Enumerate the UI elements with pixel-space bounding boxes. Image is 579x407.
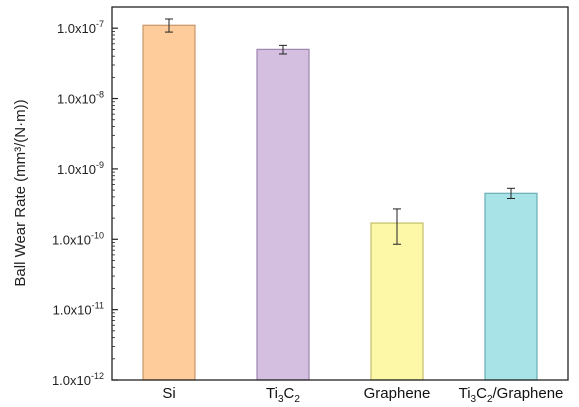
bars-layer [142,24,538,381]
x-category-label: Ti3C2 [266,385,300,405]
x-category-label: Graphene [364,385,431,402]
y-tick-label: 1.0x10-7 [57,19,104,36]
y-tick-label: 1.0x10-10 [52,230,104,247]
x-category-label: Si [162,385,175,402]
y-tick-label: 1.0x10-11 [53,301,104,318]
bar-si [142,24,196,381]
x-category-labels: Si Ti3C2 Graphene Ti3C2/Graphene [162,385,563,405]
x-category-label: Ti3C2/Graphene [459,385,564,405]
error-bars-layer [165,18,515,245]
y-axis-title: Ball Wear Rate (mm³/(N·m)) [12,99,29,286]
bar-ti3c2 [256,48,310,381]
plot-frame [111,6,569,381]
bar-graphene [370,222,424,381]
y-tick-label: 1.0x10-8 [57,90,104,107]
y-tick-label: 1.0x10-12 [52,371,104,388]
y-tick-layer: 1.0x10-12 1.0x10-11 1.0x10-10 1.0x10-9 1.0x1… [52,19,118,388]
bar-ti3c2-graphene [484,192,538,381]
y-tick-label: 1.0x10-9 [57,160,104,177]
